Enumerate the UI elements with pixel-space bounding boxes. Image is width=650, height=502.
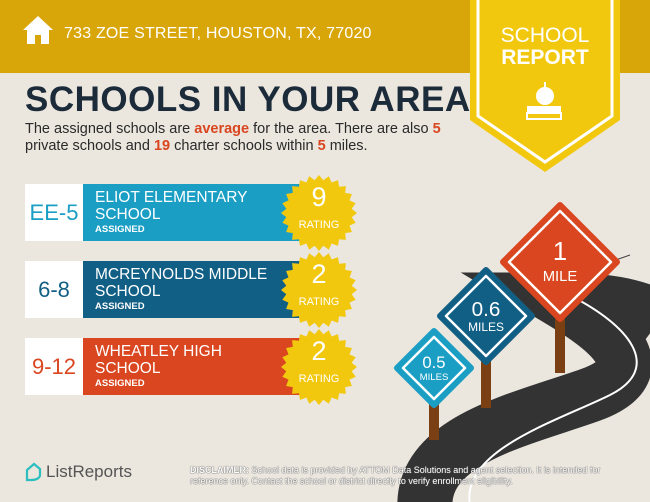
school-name-bar: MCREYNOLDS MIDDLE SCHOOL ASSIGNED (83, 261, 305, 318)
listreports-logo: ListReports (24, 462, 132, 482)
sign-unit: MILES (468, 320, 504, 334)
rating-label: RATING (298, 373, 340, 385)
disclaimer: DISCLAIMER: School data is provided by A… (190, 465, 601, 486)
school-name: MCREYNOLDS MIDDLE SCHOOL (95, 266, 268, 300)
road (397, 272, 650, 502)
assignment-status: ASSIGNED (95, 378, 145, 389)
school-report-ribbon (470, 0, 620, 172)
rating-label: RATING (298, 296, 340, 308)
school-name: WHEATLEY HIGH SCHOOL (95, 343, 222, 377)
school-report-label: SCHOOL REPORT (500, 24, 590, 69)
sign-unit: MILES (420, 372, 449, 383)
rating-value: 2 (311, 259, 327, 289)
page-title: SCHOOLS IN YOUR AREA (25, 80, 471, 119)
grade-range: 6-8 (25, 261, 83, 318)
rating-starburst (281, 252, 357, 328)
assignment-status: ASSIGNED (95, 301, 145, 312)
home-icon (23, 16, 53, 44)
school-row: EE-5 ELIOT ELEMENTARY SCHOOL ASSIGNED 9 R… (25, 175, 357, 251)
distance-sign: 1 MILE (500, 202, 620, 322)
grade-range: 9-12 (25, 338, 83, 395)
assignment-status: ASSIGNED (95, 224, 145, 235)
rating-value: 9 (311, 182, 327, 212)
school-row: 9-12 WHEATLEY HIGH SCHOOL ASSIGNED 2 RATI… (25, 329, 357, 405)
sign-value: 0.6 (472, 298, 501, 321)
sign-value: 0.5 (422, 353, 445, 372)
school-name-bar: WHEATLEY HIGH SCHOOL ASSIGNED (83, 338, 305, 395)
sign-unit: MILE (543, 269, 578, 285)
grade-range: EE-5 (25, 184, 83, 241)
apple-on-book-icon (526, 82, 562, 120)
distance-sign: 0.6 MILES (437, 267, 535, 365)
property-address: 733 ZOE STREET, HOUSTON, TX, 77020 (64, 25, 372, 42)
school-name-bar: ELIOT ELEMENTARY SCHOOL ASSIGNED (83, 184, 305, 241)
road-line (468, 297, 638, 502)
listreports-logo-icon (25, 462, 42, 482)
rating-starburst (281, 329, 357, 405)
rating-starburst (281, 175, 357, 251)
school-row: 6-8 MCREYNOLDS MIDDLE SCHOOL ASSIGNED 2 R… (25, 252, 357, 328)
summary-text: The assigned schools are average for the… (25, 121, 441, 154)
rating-label: RATING (298, 219, 340, 231)
sign-value: 1 (553, 238, 567, 266)
distance-sign: 0.5 MILES (394, 328, 474, 408)
school-name: ELIOT ELEMENTARY SCHOOL (95, 189, 248, 223)
rating-value: 2 (311, 336, 327, 366)
